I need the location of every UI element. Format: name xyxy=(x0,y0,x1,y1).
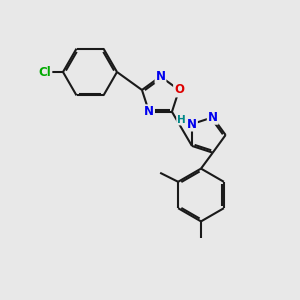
Text: N: N xyxy=(187,118,197,130)
Text: N: N xyxy=(208,111,218,124)
Text: H: H xyxy=(177,115,186,124)
Text: N: N xyxy=(144,105,154,118)
Text: N: N xyxy=(155,70,166,83)
Text: Cl: Cl xyxy=(39,65,51,79)
Text: O: O xyxy=(174,83,184,97)
